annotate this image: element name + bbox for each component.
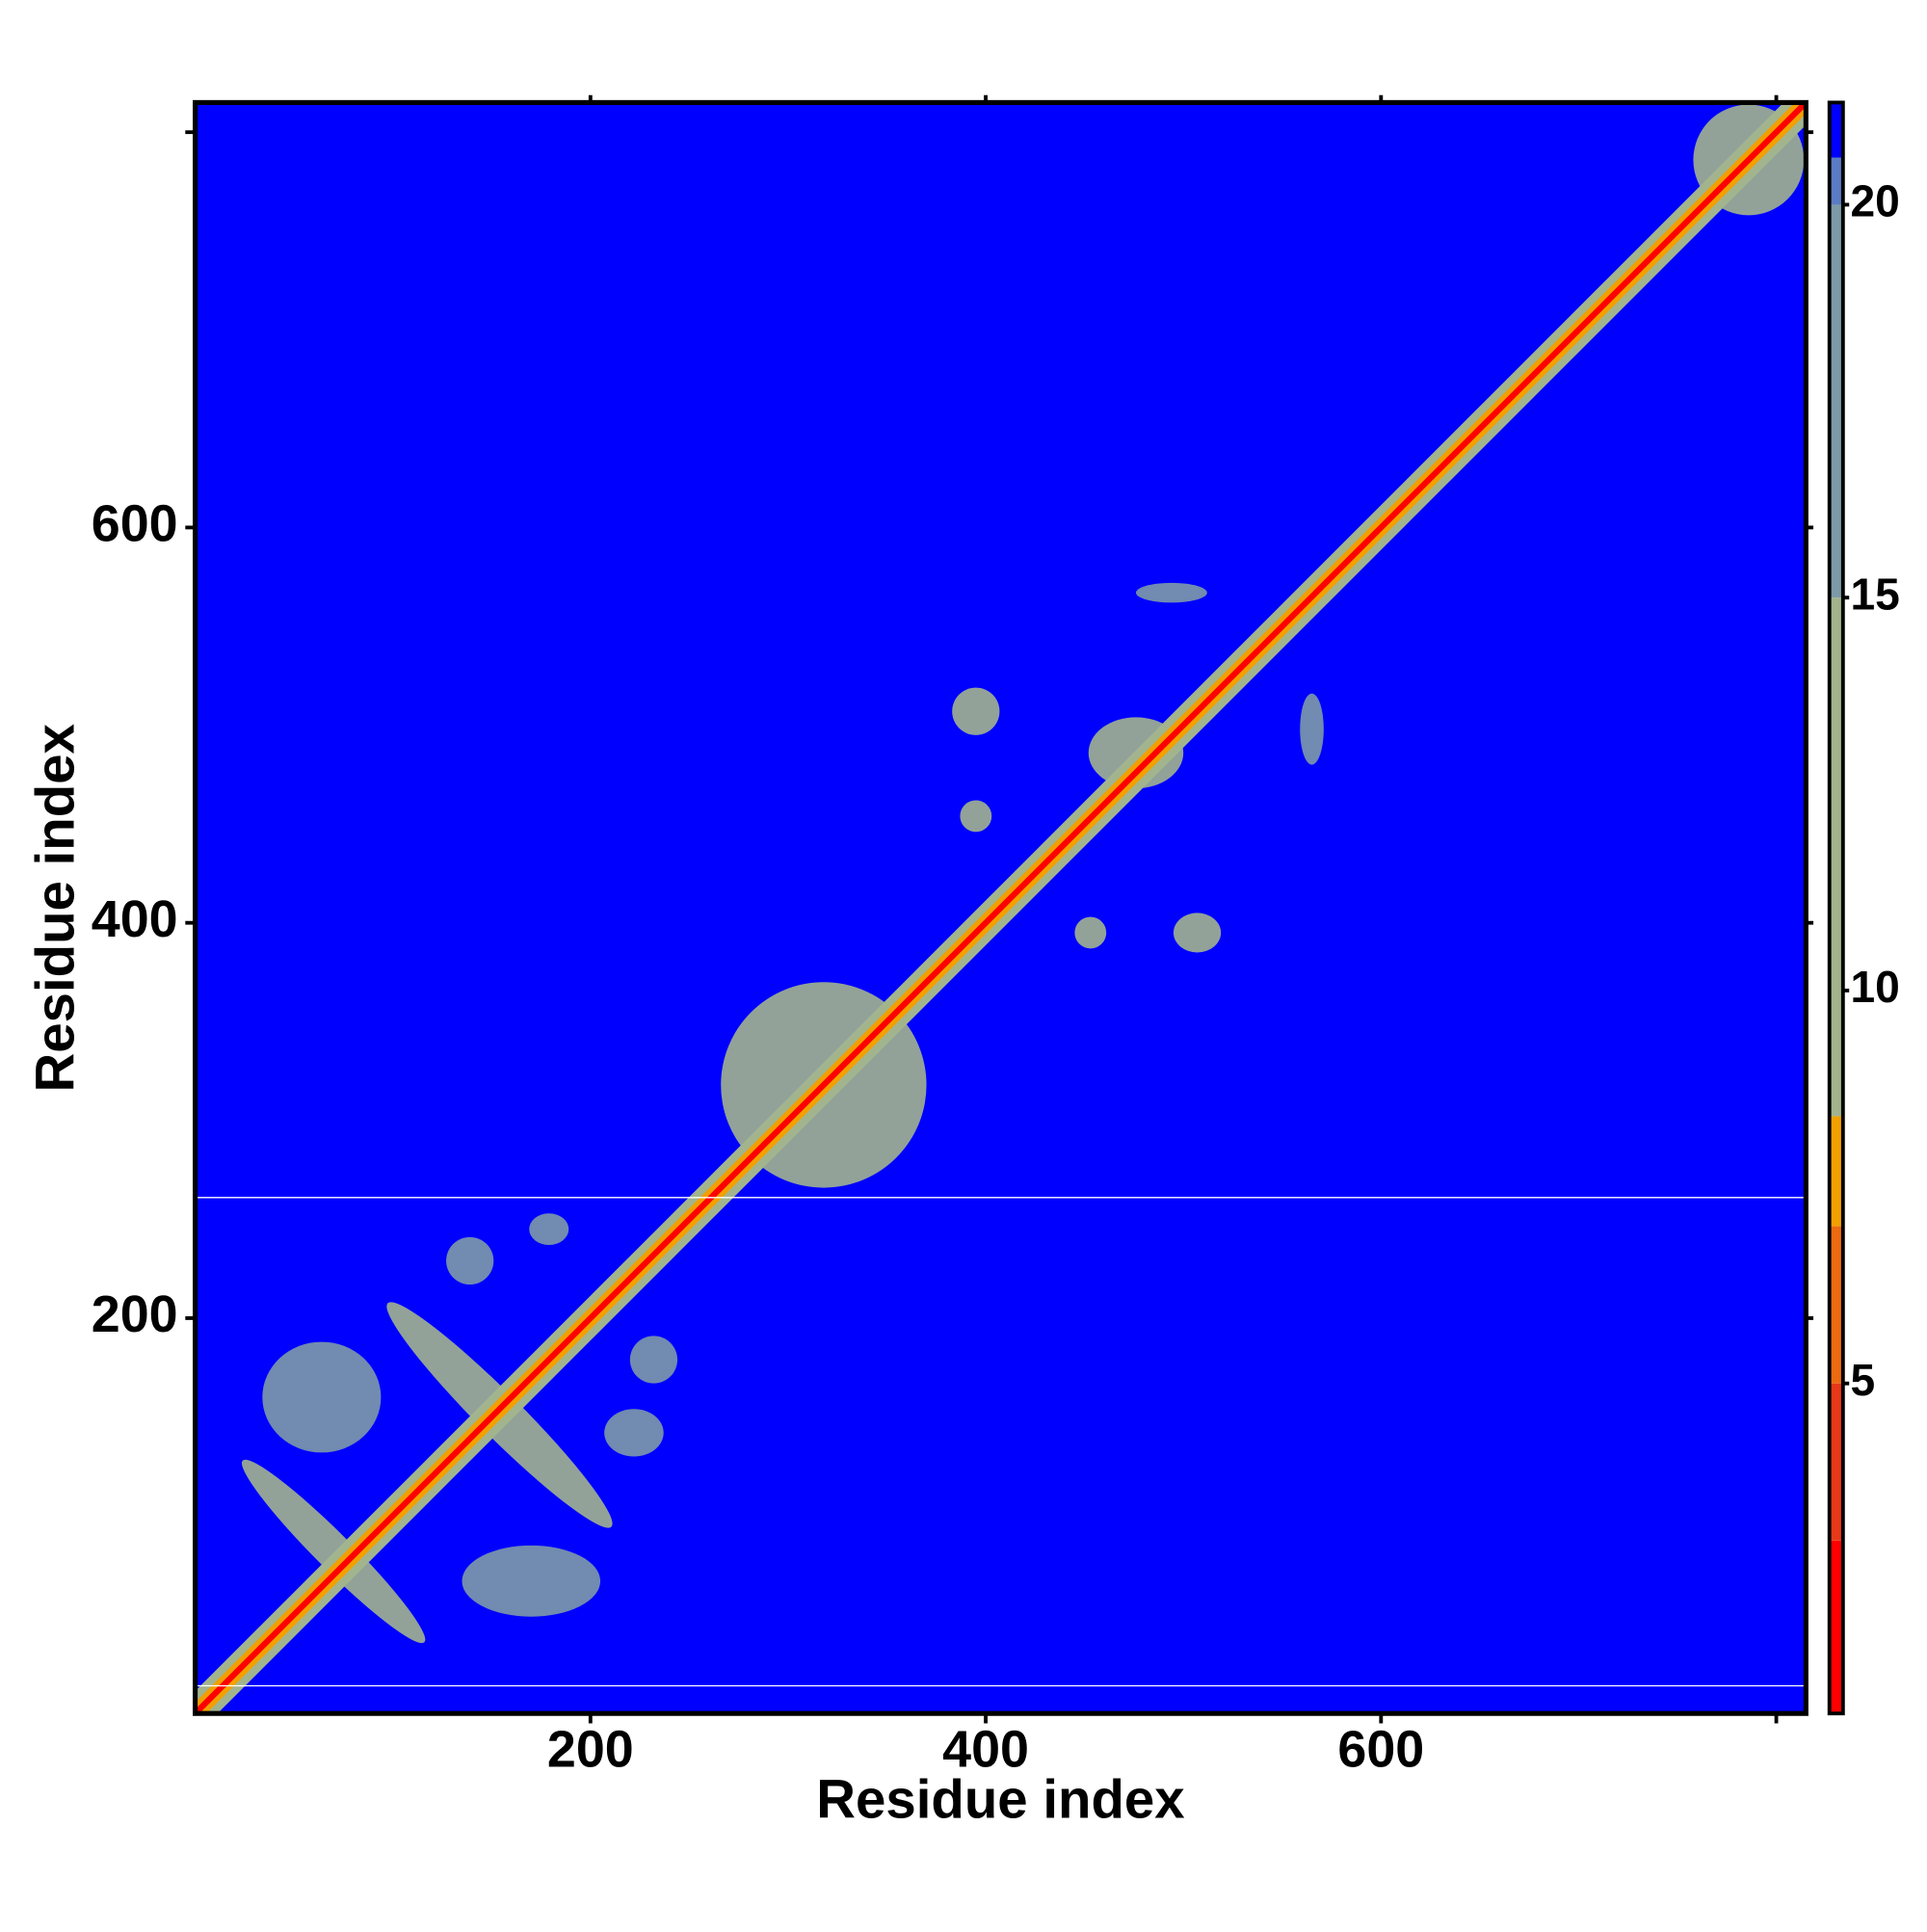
contact-region [1300, 693, 1324, 765]
contact-region [1135, 582, 1207, 603]
colorbar-tick-label: 20 [1851, 176, 1900, 226]
contact-region [629, 1336, 678, 1384]
colorbar-segment [1829, 597, 1843, 1117]
colorbar-segment [1829, 204, 1843, 598]
colorbar-tick-label: 5 [1851, 1355, 1876, 1405]
x-tick-label: 200 [547, 1720, 634, 1778]
colorbar-segment [1829, 1226, 1843, 1384]
y-tick-label: 400 [92, 890, 178, 948]
diagonal-band [195, 102, 1807, 1714]
contact-region [1074, 916, 1107, 949]
colorbar-segment [1829, 157, 1843, 205]
colorbar-tick-label: 10 [1851, 962, 1900, 1012]
contact-region [960, 800, 992, 833]
colorbar: 5 10 15 20 [1827, 100, 1900, 1716]
contact-region [241, 1459, 426, 1644]
colorbar-segment [1829, 102, 1843, 158]
x-axis-label: Residue index [816, 1769, 1184, 1830]
contact-region [446, 1236, 494, 1285]
contact-region [262, 1341, 382, 1453]
x-tick-label: 400 [942, 1720, 1029, 1778]
contact-region [529, 1213, 569, 1246]
contact-region [1173, 913, 1222, 953]
colorbar-segment [1829, 1116, 1843, 1227]
colorbar-tick-label: 15 [1851, 569, 1900, 619]
x-tick-label: 600 [1337, 1720, 1424, 1778]
colorbar-segment [1829, 1540, 1843, 1714]
contact-region [952, 687, 1000, 735]
y-tick-label: 200 [92, 1285, 178, 1343]
plot-area [195, 102, 1807, 1714]
contact-region [462, 1545, 601, 1617]
colorbar-segment [1829, 1383, 1843, 1541]
plot-frame [193, 99, 1808, 1716]
y-axis-label: Residue index [24, 724, 85, 1092]
colorbar-frame [1827, 100, 1845, 1716]
y-tick-label: 600 [92, 495, 178, 553]
contact-region [604, 1409, 664, 1457]
